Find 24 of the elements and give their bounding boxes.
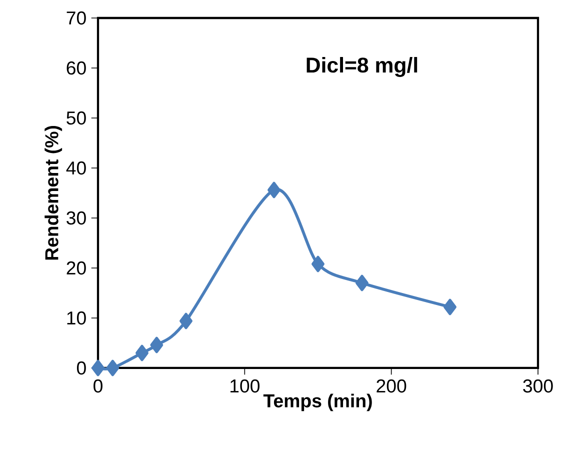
point (356, 274, 368, 292)
point (92, 360, 104, 376)
point (106, 360, 120, 376)
y-tick-label: 10 (67, 311, 86, 325)
point (268, 182, 280, 198)
point (444, 298, 456, 316)
x-tick-label: 300 (523, 379, 553, 393)
y-tick-label: 40 (66, 161, 86, 175)
y-tick-label: 50 (66, 111, 86, 125)
x-tick-label: 100 (230, 379, 260, 393)
point (136, 344, 148, 362)
x-tick-label: 0 (94, 379, 102, 393)
y-tick-label: 60 (66, 61, 86, 75)
y-tick-label: 30 (66, 211, 86, 225)
annotation: Dicl=8 mg/l (306, 57, 418, 77)
x-axis-title: Temps (min) (263, 394, 372, 412)
y-tick-label: 70 (66, 11, 86, 25)
x-tick-label: 200 (376, 379, 406, 393)
point (312, 256, 324, 272)
y-tick-label: 20 (66, 261, 86, 275)
point (150, 336, 164, 354)
point (180, 312, 192, 330)
y-axis-title: Rendement (%) (44, 126, 62, 260)
y-tick-label: 0 (76, 361, 86, 375)
